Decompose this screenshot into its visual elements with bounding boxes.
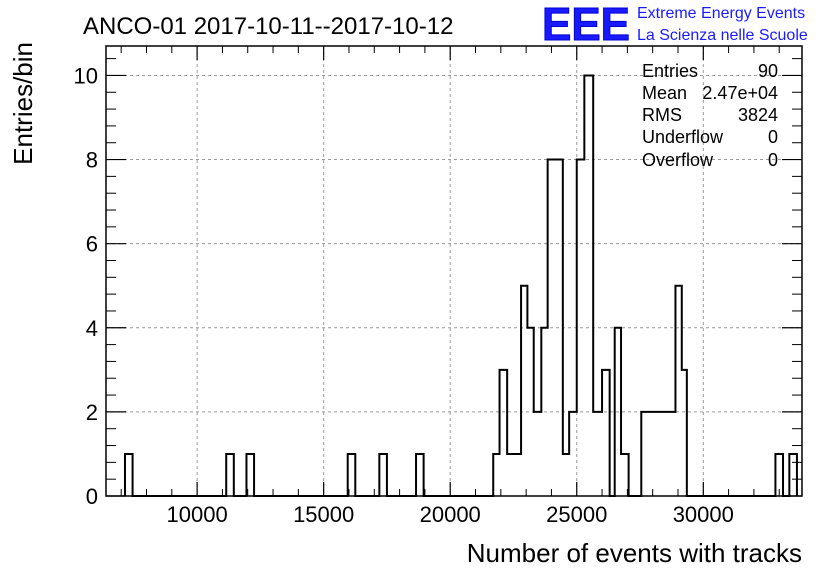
y-tick-label: 4 <box>86 316 98 341</box>
y-tick-label: 2 <box>86 400 98 425</box>
histogram-bin <box>789 454 797 496</box>
axis-ticks <box>106 46 802 497</box>
stats-underflow-value: 0 <box>768 127 778 147</box>
eee-logo: EEE Extreme Energy Events La Scienza nel… <box>542 0 808 51</box>
x-tick-labels: 10000 15000 20000 25000 30000 <box>167 502 734 527</box>
x-tick-label: 25000 <box>546 502 607 527</box>
x-tick-label: 30000 <box>673 502 734 527</box>
histogram-bin <box>226 454 234 496</box>
histogram-bin <box>593 412 602 496</box>
stats-underflow-label: Underflow <box>642 127 724 147</box>
stats-rms-label: RMS <box>642 105 682 125</box>
y-axis-title: Entries/bin <box>8 42 38 165</box>
stats-entries-value: 90 <box>758 61 778 81</box>
stats-overflow-label: Overflow <box>642 150 714 170</box>
eee-logo-mark: EEE <box>542 0 630 50</box>
histogram-bin <box>507 454 521 496</box>
y-tick-label: 6 <box>86 232 98 257</box>
x-tick-label: 15000 <box>293 502 354 527</box>
histogram-bin <box>534 412 542 496</box>
histogram-bin <box>569 412 577 496</box>
x-axis-title: Number of events with tracks <box>467 538 802 568</box>
stats-rms-value: 3824 <box>738 105 778 125</box>
histogram-bin <box>602 370 610 496</box>
histogram-bin <box>548 160 563 496</box>
histogram-series <box>123 74 798 497</box>
logo-line-2: La Scienza nelle Scuole <box>637 27 808 44</box>
histogram-bin <box>379 454 387 496</box>
histogram-bin <box>621 454 624 496</box>
logo-line-1: Extreme Energy Events <box>637 5 805 22</box>
histogram-bin <box>641 412 675 496</box>
chart-title: ANCO-01 2017-10-11--2017-10-12 <box>83 13 453 40</box>
stats-mean-value: 2.47e+04 <box>702 83 778 103</box>
histogram-bin <box>416 454 424 496</box>
histogram-bin <box>125 454 133 496</box>
x-tick-label: 20000 <box>420 502 481 527</box>
histogram-bin <box>563 454 569 496</box>
stats-mean-label: Mean <box>642 83 687 103</box>
plot-frame <box>105 45 803 497</box>
stats-entries-label: Entries <box>642 61 698 81</box>
stats-box: Entries 90 Mean 2.47e+04 RMS 3824 Underf… <box>642 61 778 170</box>
y-tick-labels: 0 2 4 6 8 10 <box>74 63 98 509</box>
histogram-bin <box>500 370 508 496</box>
y-tick-label: 0 <box>86 484 98 509</box>
y-tick-label: 10 <box>74 63 98 88</box>
y-tick-label: 8 <box>86 148 98 173</box>
stats-overflow-value: 0 <box>768 150 778 170</box>
grid-lines <box>106 46 802 496</box>
histogram-outline <box>123 74 798 497</box>
x-tick-label: 10000 <box>167 502 228 527</box>
